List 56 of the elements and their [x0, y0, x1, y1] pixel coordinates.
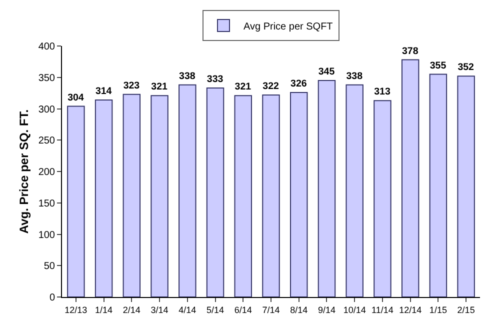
- bar: [429, 74, 448, 297]
- x-tick-label: 2/15: [457, 304, 475, 315]
- y-tick-label: 0: [49, 292, 56, 304]
- x-tick-label: 4/14: [178, 304, 196, 315]
- bar: [206, 88, 224, 297]
- y-tick-label: 300: [38, 104, 56, 116]
- data-label: 333: [206, 74, 224, 86]
- bar: [150, 95, 168, 297]
- data-label: 352: [458, 62, 475, 74]
- data-label: 378: [402, 46, 419, 57]
- data-label: 304: [68, 92, 84, 104]
- bar: [67, 106, 85, 297]
- x-tick-label: 12/14: [399, 304, 422, 315]
- bar: [122, 94, 141, 297]
- x-tick-label: 3/14: [150, 304, 168, 315]
- y-tick-label: 250: [38, 136, 56, 147]
- data-label: 345: [318, 66, 336, 78]
- bar: [94, 99, 113, 297]
- data-label: 323: [123, 80, 140, 92]
- data-label: 314: [95, 86, 112, 98]
- bar: [262, 94, 280, 297]
- bar: [178, 84, 196, 297]
- bar: [234, 95, 252, 297]
- x-tick-label: 11/14: [372, 304, 394, 315]
- x-tick-label: 5/14: [206, 304, 224, 315]
- data-label: 321: [234, 82, 252, 93]
- x-tick-label: 10/14: [343, 304, 366, 315]
- y-tick-label: 400: [38, 42, 56, 52]
- x-tick-label: 1/15: [429, 304, 447, 315]
- y-tick-label: 350: [38, 72, 56, 84]
- bar: [290, 92, 308, 297]
- data-label: 338: [346, 70, 364, 82]
- x-tick-label: 7/14: [262, 304, 280, 315]
- y-axis-title: Avg. Price per SQ. FT.: [17, 109, 31, 234]
- x-tick-label: 9/14: [318, 304, 336, 315]
- x-tick-label: 1/14: [95, 304, 113, 315]
- x-tick-label: 8/14: [290, 304, 308, 315]
- bar: [457, 76, 475, 297]
- x-tick-label: 2/14: [122, 304, 140, 315]
- x-tick-label: 6/14: [234, 304, 252, 315]
- y-tick-label: 100: [38, 230, 56, 241]
- data-label: 355: [430, 60, 447, 72]
- y-tick-label: 150: [38, 198, 56, 210]
- data-label: 322: [262, 81, 280, 92]
- y-tick-label: 200: [38, 167, 56, 178]
- bar: [346, 84, 364, 297]
- data-label: 338: [179, 70, 196, 82]
- bar: [318, 80, 336, 297]
- data-label: 313: [374, 86, 391, 98]
- data-label: 326: [290, 78, 308, 90]
- x-tick-label: 12/13: [64, 304, 88, 315]
- bar: [401, 59, 420, 297]
- y-tick-label: 50: [44, 261, 56, 272]
- legend-label: Avg Price per SQFT: [244, 21, 333, 32]
- bar: [374, 100, 392, 297]
- data-label: 321: [151, 82, 168, 93]
